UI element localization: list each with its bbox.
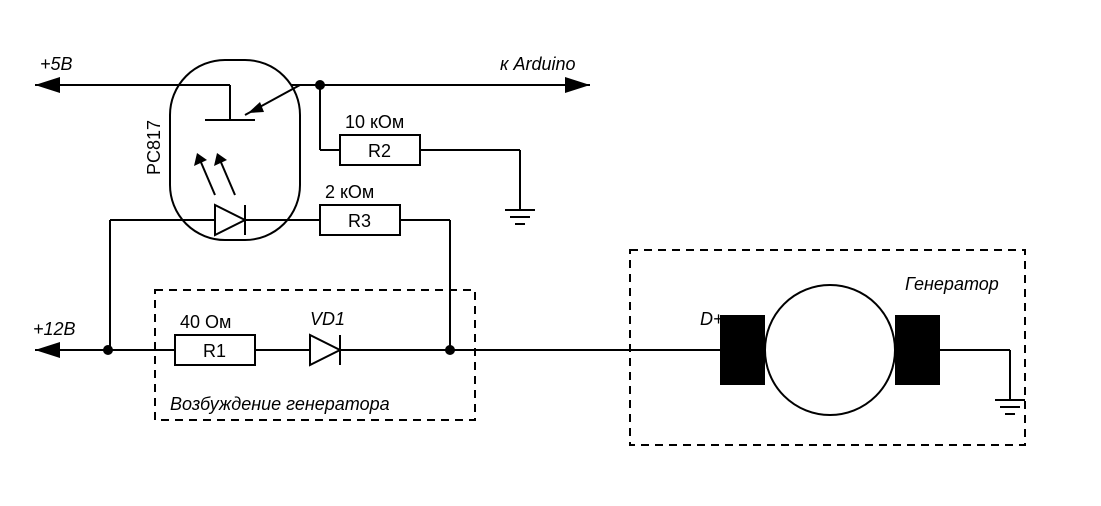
gen-terminal-right bbox=[895, 315, 940, 385]
junction-12v bbox=[103, 345, 113, 355]
label-r3: R3 bbox=[348, 211, 371, 231]
arrow-arduino bbox=[565, 77, 590, 93]
label-r3-val: 2 кОм bbox=[325, 182, 374, 202]
label-generator: Генератор bbox=[905, 274, 999, 294]
label-dplus: D+ bbox=[700, 309, 724, 329]
generator-circle bbox=[765, 285, 895, 415]
label-arduino: к Arduino bbox=[500, 54, 576, 74]
label-excite: Возбуждение генератора bbox=[170, 394, 390, 414]
diode-vd1 bbox=[310, 335, 340, 365]
gen-terminal-left bbox=[720, 315, 765, 385]
arrow-12v bbox=[35, 342, 60, 358]
label-r2-val: 10 кОм bbox=[345, 112, 404, 132]
junction-bottom bbox=[445, 345, 455, 355]
label-r2: R2 bbox=[368, 141, 391, 161]
label-5v: +5В bbox=[40, 54, 73, 74]
label-r1: R1 bbox=[203, 341, 226, 361]
label-12v: +12В bbox=[33, 319, 76, 339]
label-r1-val: 40 Ом bbox=[180, 312, 231, 332]
arrow-5v bbox=[35, 77, 60, 93]
label-pc817: PC817 bbox=[144, 120, 164, 175]
optocoupler-body bbox=[170, 60, 300, 240]
label-vd1: VD1 bbox=[310, 309, 345, 329]
